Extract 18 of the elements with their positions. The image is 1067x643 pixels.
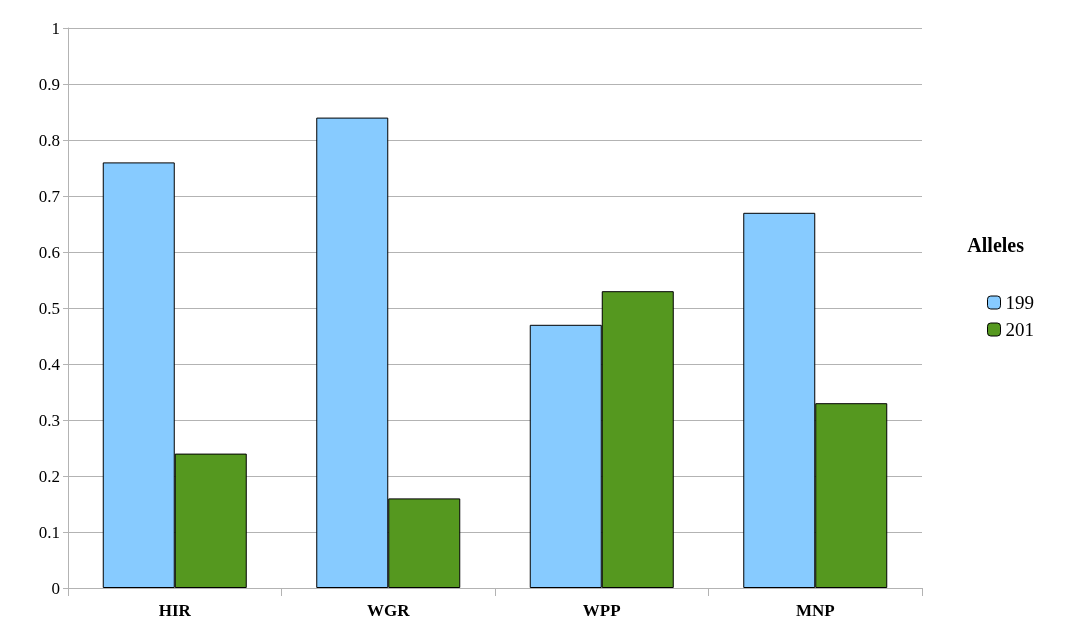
y-tick-label: 0.1 <box>38 522 60 542</box>
y-tick-label: 0.7 <box>38 186 61 206</box>
legend-label: 201 <box>1005 319 1034 340</box>
y-tick-label: 0.8 <box>38 130 60 150</box>
x-tick-label: HIR <box>158 601 192 620</box>
y-tick-label: 0 <box>51 578 60 598</box>
y-tick-label: 1 <box>51 18 60 38</box>
y-tick-label: 0.5 <box>38 298 60 318</box>
legend-label: 199 <box>1005 292 1034 313</box>
y-tick-label: 0.6 <box>38 242 60 262</box>
y-tick-label: 0.9 <box>38 74 60 94</box>
x-tick-label: MNP <box>795 601 835 620</box>
x-tick-label: WGR <box>367 601 411 620</box>
y-tick-label: 0.4 <box>38 354 61 374</box>
y-tick-label: 0.2 <box>38 466 60 486</box>
y-tick-label: 0.3 <box>38 410 60 430</box>
legend-title: Alleles <box>967 234 1025 256</box>
x-tick-label: WPP <box>582 601 621 620</box>
